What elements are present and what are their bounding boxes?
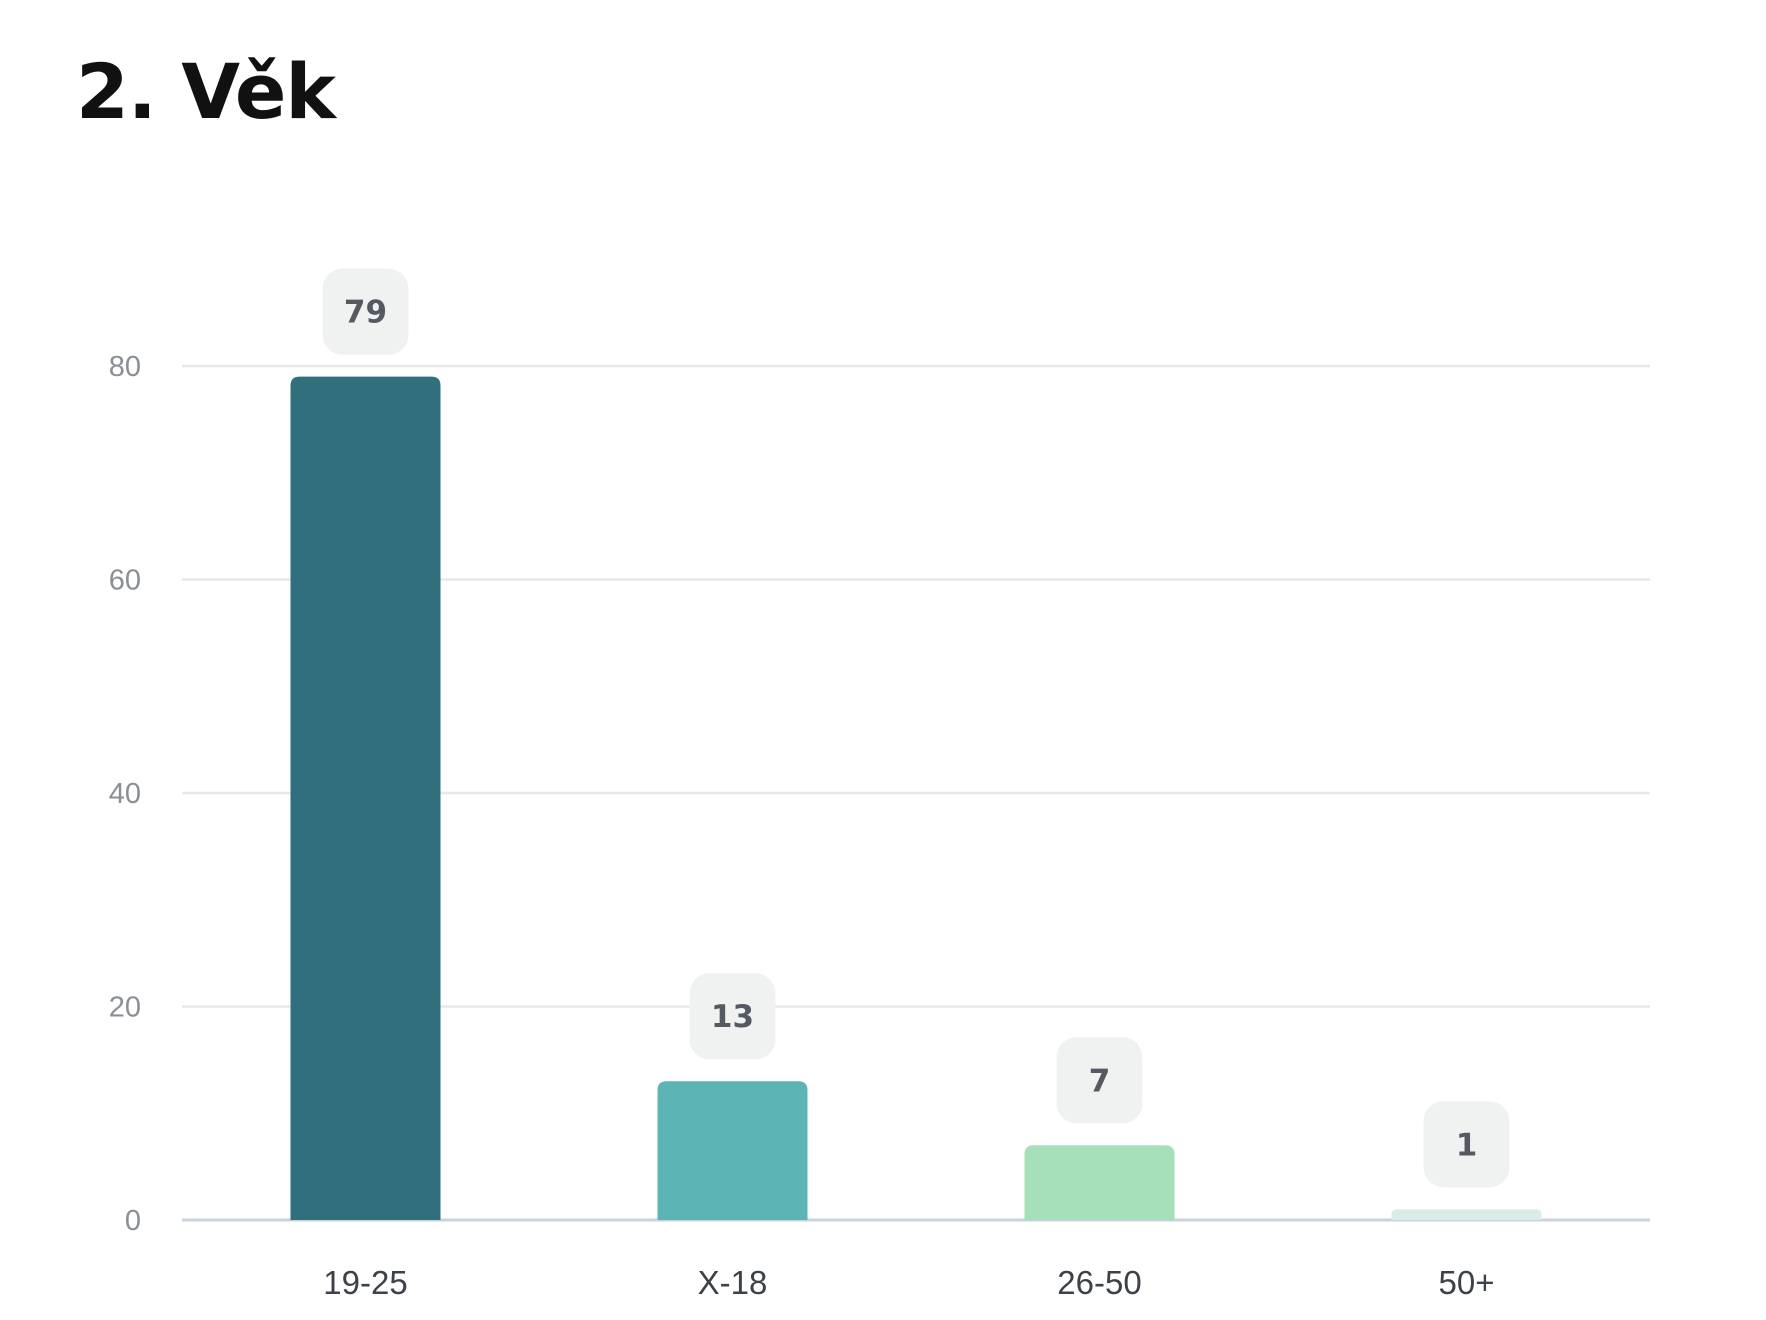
bars: [290, 376, 1542, 1220]
x-tick-label: X-18: [698, 1264, 768, 1301]
page-title: 2. Věk: [76, 47, 336, 136]
y-tick-label: 20: [109, 992, 141, 1024]
x-axis: 19-25 X-18 26-50 50+: [323, 1264, 1494, 1301]
bar-50+: [1391, 1209, 1542, 1220]
x-tick-label: 50+: [1439, 1264, 1495, 1301]
data-label: 1: [1456, 1127, 1478, 1163]
y-tick-label: 0: [125, 1205, 141, 1237]
data-label-badge: [1056, 1037, 1143, 1124]
data-label: 13: [711, 999, 754, 1035]
bar-26-50: [1024, 1145, 1175, 1220]
y-tick-label: 60: [109, 565, 141, 597]
data-labels: 79 13 7 1: [322, 268, 1510, 1188]
data-label: 79: [344, 295, 387, 331]
bar-19-25: [290, 376, 441, 1220]
data-label-badge: [322, 268, 409, 355]
x-tick-label: 26-50: [1057, 1264, 1141, 1301]
y-tick-label: 40: [109, 778, 141, 810]
data-label-badge: [1423, 1101, 1510, 1188]
bar-X-18: [657, 1081, 808, 1220]
data-label-badge: [689, 973, 776, 1060]
data-label: 7: [1089, 1063, 1111, 1099]
x-tick-label: 19-25: [323, 1264, 407, 1301]
y-tick-label: 80: [109, 351, 141, 383]
